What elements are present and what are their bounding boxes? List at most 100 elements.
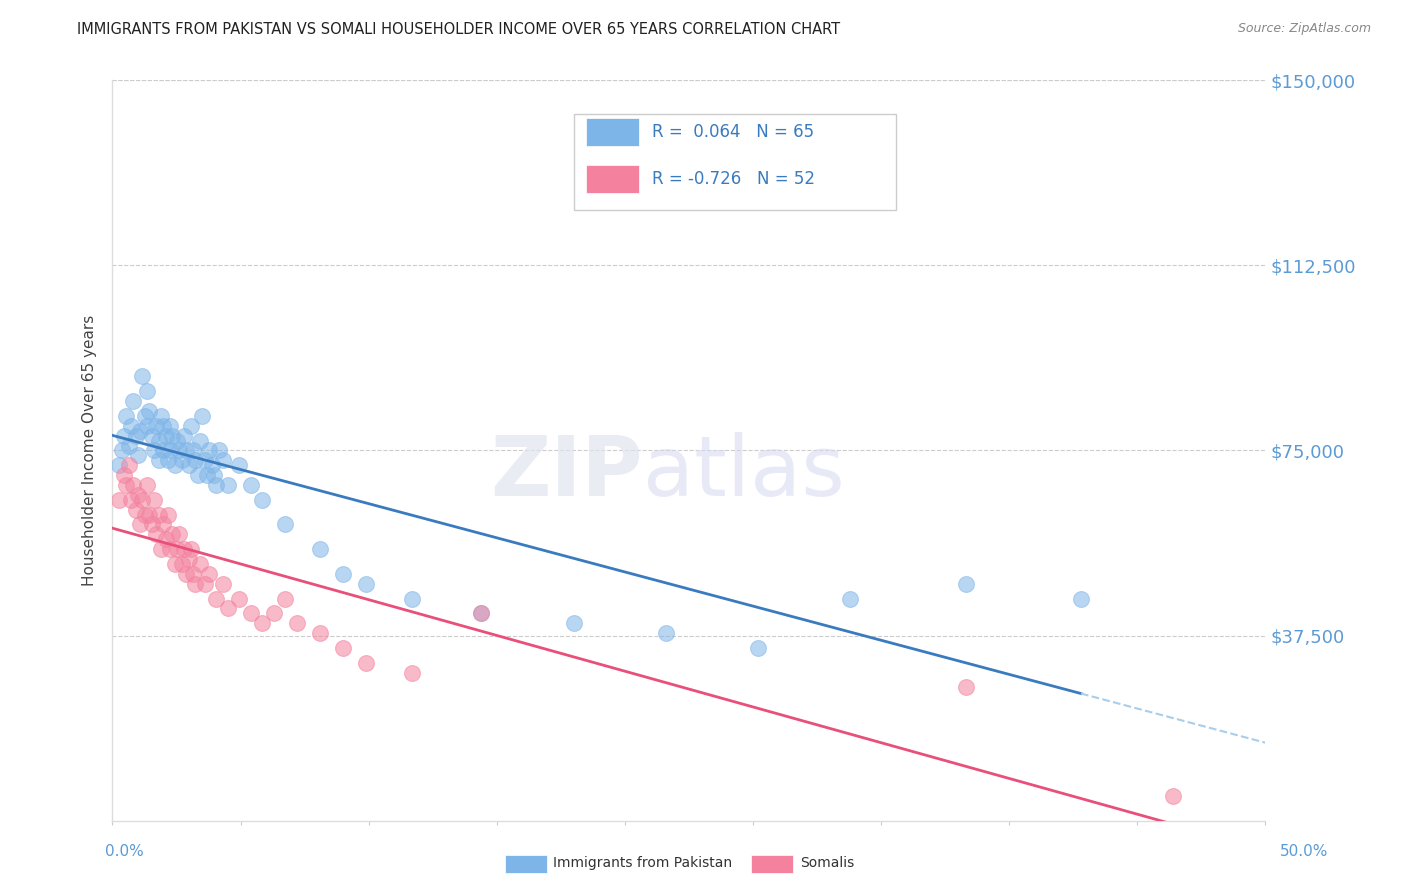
Point [129,517,152,532]
Text: Immigrants from Pakistan: Immigrants from Pakistan [553,856,731,871]
Point [120,418,142,433]
Point [955,681,977,695]
Point [156,508,179,522]
Point [112,468,135,483]
Point [228,591,250,606]
Text: R =  0.064   N = 65: R = 0.064 N = 65 [652,123,814,141]
Point [332,566,354,581]
FancyBboxPatch shape [586,118,640,146]
Point [145,418,167,433]
Point [332,640,354,655]
Point [354,576,377,591]
Point [174,566,197,581]
Text: 0.0%: 0.0% [105,845,145,859]
Point [111,443,134,458]
Point [194,576,217,591]
Point [148,434,170,448]
Text: R = -0.726   N = 52: R = -0.726 N = 52 [652,169,815,187]
Point [152,418,174,433]
Point [217,478,239,492]
Point [198,443,221,458]
Point [108,458,131,473]
Text: atlas: atlas [643,432,845,513]
Point [149,409,172,423]
Point [136,478,159,492]
Point [141,428,163,442]
Point [655,626,678,640]
FancyBboxPatch shape [586,165,640,193]
Point [177,552,200,566]
Point [145,527,167,541]
Point [839,591,862,606]
Point [170,557,193,571]
Point [170,453,193,467]
Point [177,458,200,473]
Point [120,492,142,507]
Point [212,453,235,467]
Y-axis label: Householder Income Over 65 years: Householder Income Over 65 years [82,315,97,586]
Point [401,591,423,606]
Point [148,508,170,522]
Point [194,453,217,467]
Point [184,576,207,591]
Point [149,542,172,557]
Point [163,557,186,571]
Point [207,443,229,458]
Point [159,418,181,433]
Point [470,607,492,621]
Point [155,533,177,547]
Point [263,607,285,621]
Point [217,601,239,615]
Point [309,542,332,557]
Point [180,542,202,557]
Point [131,369,153,384]
Point [127,488,149,502]
Point [354,656,377,670]
Point [117,458,139,473]
Point [136,384,159,399]
Point [155,428,177,442]
Text: IMMIGRANTS FROM PAKISTAN VS SOMALI HOUSEHOLDER INCOME OVER 65 YEARS CORRELATION : IMMIGRANTS FROM PAKISTAN VS SOMALI HOUSE… [77,22,841,37]
Point [184,453,207,467]
Point [134,508,156,522]
Point [195,468,218,483]
Point [188,434,211,448]
Point [212,576,235,591]
Point [1070,591,1092,606]
Text: Source: ZipAtlas.com: Source: ZipAtlas.com [1237,22,1371,36]
Point [136,418,159,433]
Point [239,478,262,492]
Point [201,458,224,473]
Point [309,626,332,640]
Point [174,443,197,458]
Text: 50.0%: 50.0% [1281,845,1329,859]
Point [166,542,188,557]
Point [252,492,274,507]
Point [205,591,228,606]
Point [401,665,423,680]
Point [159,542,181,557]
Point [112,428,135,442]
Point [115,478,138,492]
FancyBboxPatch shape [574,113,897,210]
Point [134,409,156,423]
Point [205,478,228,492]
Point [108,492,131,507]
Point [252,616,274,631]
Point [166,434,188,448]
Point [143,443,166,458]
Point [173,542,195,557]
Point [747,640,769,655]
Point [163,458,186,473]
Point [141,517,163,532]
Text: ZIP: ZIP [491,432,643,513]
Point [239,607,262,621]
Point [152,517,174,532]
Text: Somalis: Somalis [800,856,855,871]
Point [115,409,138,423]
Point [122,394,145,409]
Point [148,453,170,467]
Point [191,409,214,423]
Point [129,424,152,438]
Point [138,404,160,418]
